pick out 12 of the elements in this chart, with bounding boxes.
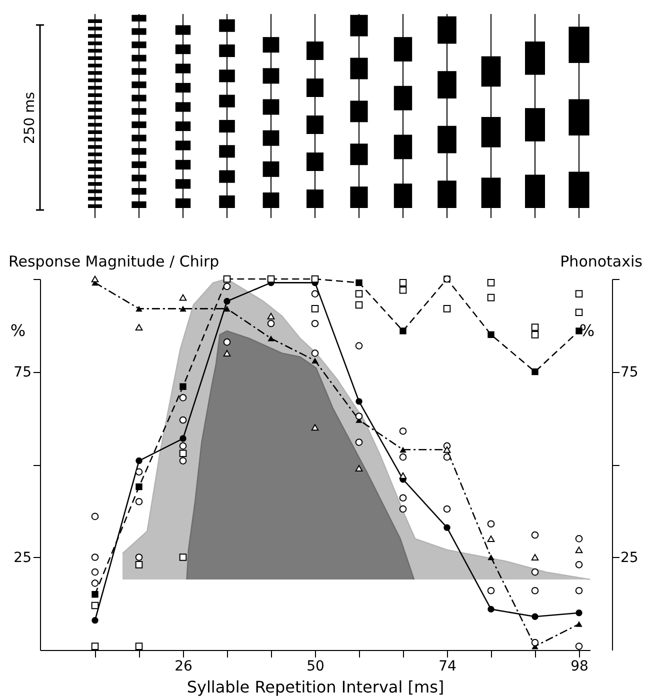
annotation: % [579,321,595,340]
y2-tick-label: 25 [620,550,638,566]
y-axis-title: Response Magnitude / Chirp [8,252,220,270]
text: % [10,321,26,340]
text: 250 ms [22,92,38,144]
x-tick-label: 74 [438,658,456,674]
y2-axis-title: Phonotaxis [560,252,643,270]
x-tick-label: 26 [174,658,192,674]
y2-tick-label: 75 [620,364,638,380]
x-tick-label: 98 [570,658,588,674]
x-tick-label: 50 [306,658,324,674]
x-axis-title: Syllable Repetition Interval [ms] [186,678,444,696]
